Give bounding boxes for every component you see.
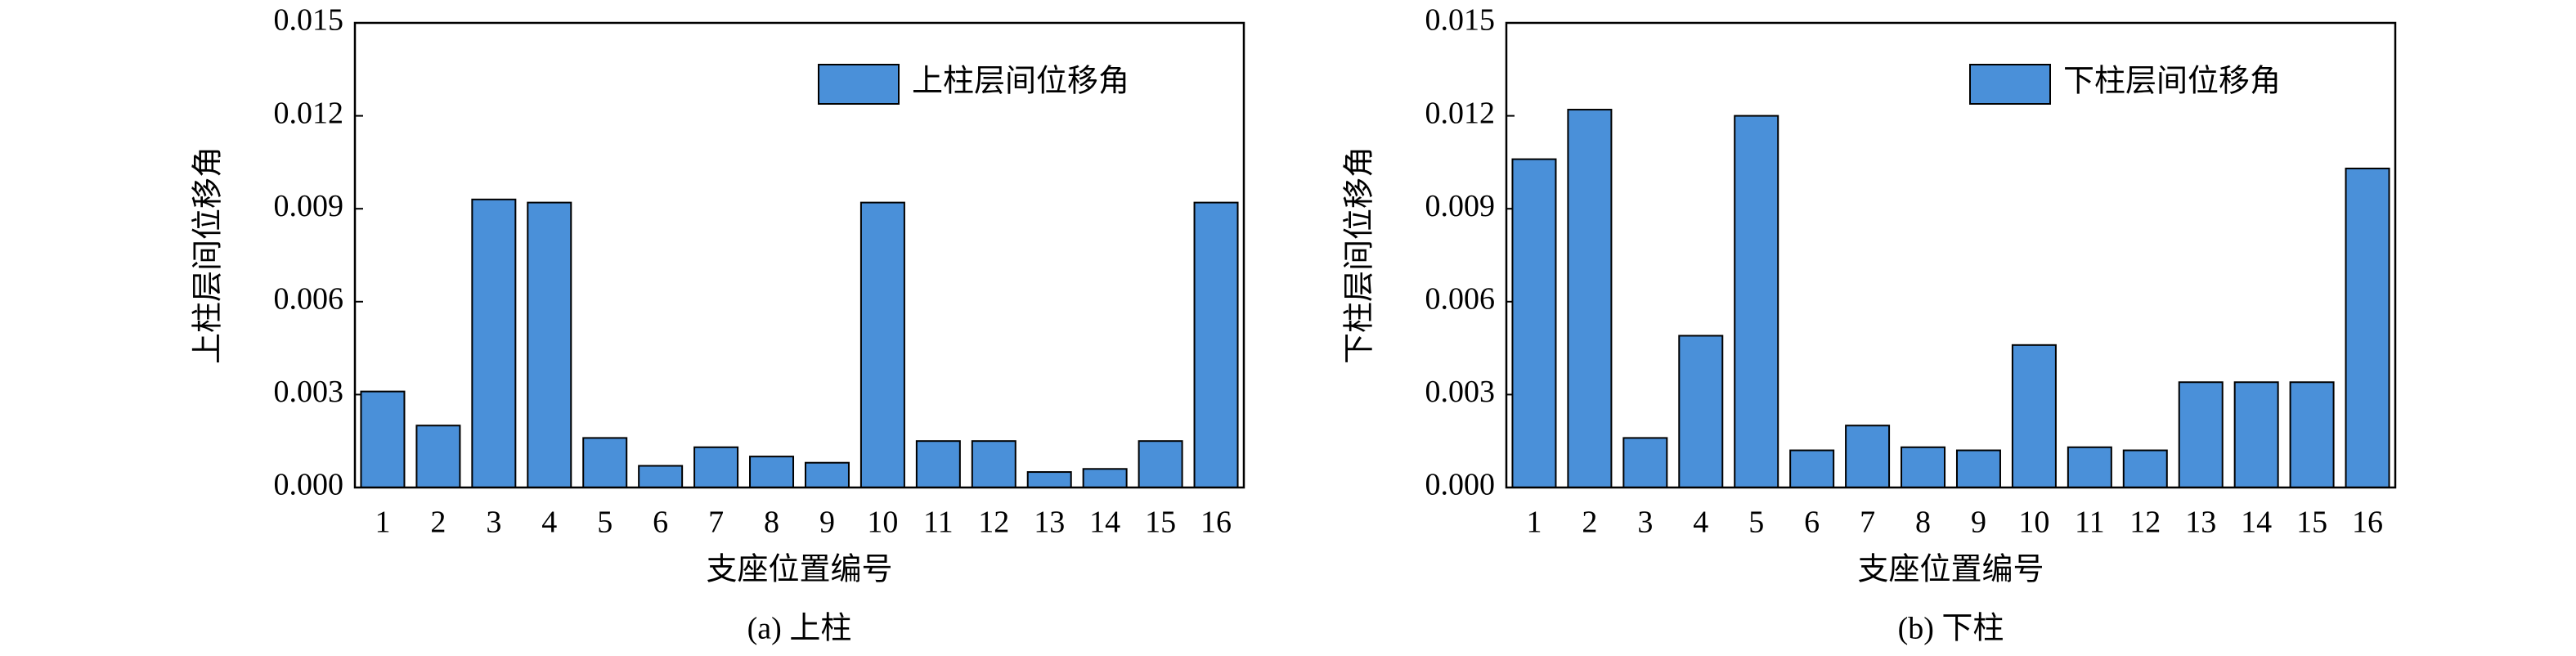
x-tick-label: 2 (1582, 505, 1597, 540)
x-tick-label: 10 (2018, 505, 2049, 540)
bar (1845, 425, 1891, 488)
legend-swatch (1969, 64, 2051, 105)
x-tick-label: 8 (764, 505, 779, 540)
bar (2289, 381, 2335, 488)
x-tick-label: 16 (1200, 505, 1232, 540)
bar (2178, 381, 2224, 488)
x-tick-label: 13 (2185, 505, 2216, 540)
x-tick-label: 3 (1637, 505, 1653, 540)
x-tick-label: 12 (978, 505, 1009, 540)
bar (1082, 468, 1128, 489)
x-tick-label: 7 (1860, 505, 1875, 540)
bar (1789, 449, 1835, 488)
bar (971, 440, 1016, 489)
x-tick-label: 4 (541, 505, 557, 540)
x-tick-label: 1 (1526, 505, 1542, 540)
y-tick-label: 0.009 (1425, 189, 1496, 223)
y-tick-label: 0.006 (1425, 282, 1496, 317)
bar (2345, 167, 2390, 488)
y-tick-label: 0.000 (274, 468, 344, 502)
bar (749, 456, 795, 489)
x-tick-label: 13 (1034, 505, 1065, 540)
x-tick-label: 15 (1145, 505, 1176, 540)
y-axis-label: 下柱层间位移角 (1343, 146, 1377, 364)
y-axis-label: 上柱层间位移角 (191, 146, 226, 364)
x-tick-label: 11 (923, 505, 954, 540)
x-tick-label: 6 (1804, 505, 1820, 540)
y-tick-label: 0.003 (274, 375, 344, 409)
bar (1901, 446, 1946, 488)
y-tick-label: 0.015 (1425, 3, 1496, 38)
y-tick-label: 0.009 (274, 189, 344, 223)
x-tick-label: 15 (2296, 505, 2327, 540)
x-tick-label: 9 (1971, 505, 1986, 540)
bar (582, 437, 628, 488)
legend-label: 下柱层间位移角 (2063, 65, 2281, 99)
x-tick-label: 2 (430, 505, 446, 540)
bar (2011, 344, 2057, 488)
bar (2067, 446, 2112, 488)
x-tick-label: 5 (1748, 505, 1764, 540)
bar (1193, 201, 1239, 488)
plot-frame (1505, 21, 2397, 489)
bar (859, 201, 905, 488)
x-tick-label: 6 (653, 505, 668, 540)
bar (471, 198, 517, 488)
x-tick-label: 5 (597, 505, 613, 540)
x-tick-label: 7 (708, 505, 724, 540)
bar (915, 440, 961, 489)
x-tick-label: 4 (1693, 505, 1708, 540)
y-tick-label: 0.006 (274, 282, 344, 317)
bar (804, 461, 850, 488)
x-tick-label: 1 (375, 505, 390, 540)
bar (360, 390, 406, 489)
y-tick-label: 0.012 (274, 96, 344, 130)
x-tick-label: 11 (2075, 505, 2105, 540)
bar (1955, 449, 2001, 488)
caption: (b) 下柱 (1898, 612, 2004, 646)
bar (2233, 381, 2279, 488)
bar (1734, 115, 1779, 488)
x-axis-label: 支座位置编号 (706, 553, 892, 587)
x-tick-label: 9 (819, 505, 835, 540)
x-tick-label: 3 (486, 505, 501, 540)
bar (1511, 158, 1557, 488)
bar (638, 465, 684, 489)
bar (527, 201, 572, 488)
y-tick-label: 0.012 (1425, 96, 1496, 130)
bar (1026, 471, 1072, 488)
x-tick-label: 12 (2129, 505, 2161, 540)
legend-label: 上柱层间位移角 (912, 65, 1129, 99)
caption: (a) 上柱 (747, 612, 852, 646)
legend-swatch (818, 64, 900, 105)
bar (415, 425, 461, 488)
x-axis-label: 支座位置编号 (1857, 553, 2044, 587)
plot-frame (353, 21, 1245, 489)
y-tick-label: 0.000 (1425, 468, 1496, 502)
bar (1678, 335, 1724, 488)
x-tick-label: 8 (1915, 505, 1931, 540)
bar (1138, 440, 1183, 489)
bar (2122, 449, 2168, 488)
x-tick-label: 14 (2241, 505, 2272, 540)
y-tick-label: 0.015 (274, 3, 344, 38)
bar (1567, 109, 1613, 488)
y-tick-label: 0.003 (1425, 375, 1496, 409)
x-tick-label: 10 (867, 505, 898, 540)
x-tick-label: 14 (1089, 505, 1120, 540)
x-tick-label: 16 (2352, 505, 2383, 540)
bar (693, 446, 739, 488)
bar (1622, 437, 1668, 488)
